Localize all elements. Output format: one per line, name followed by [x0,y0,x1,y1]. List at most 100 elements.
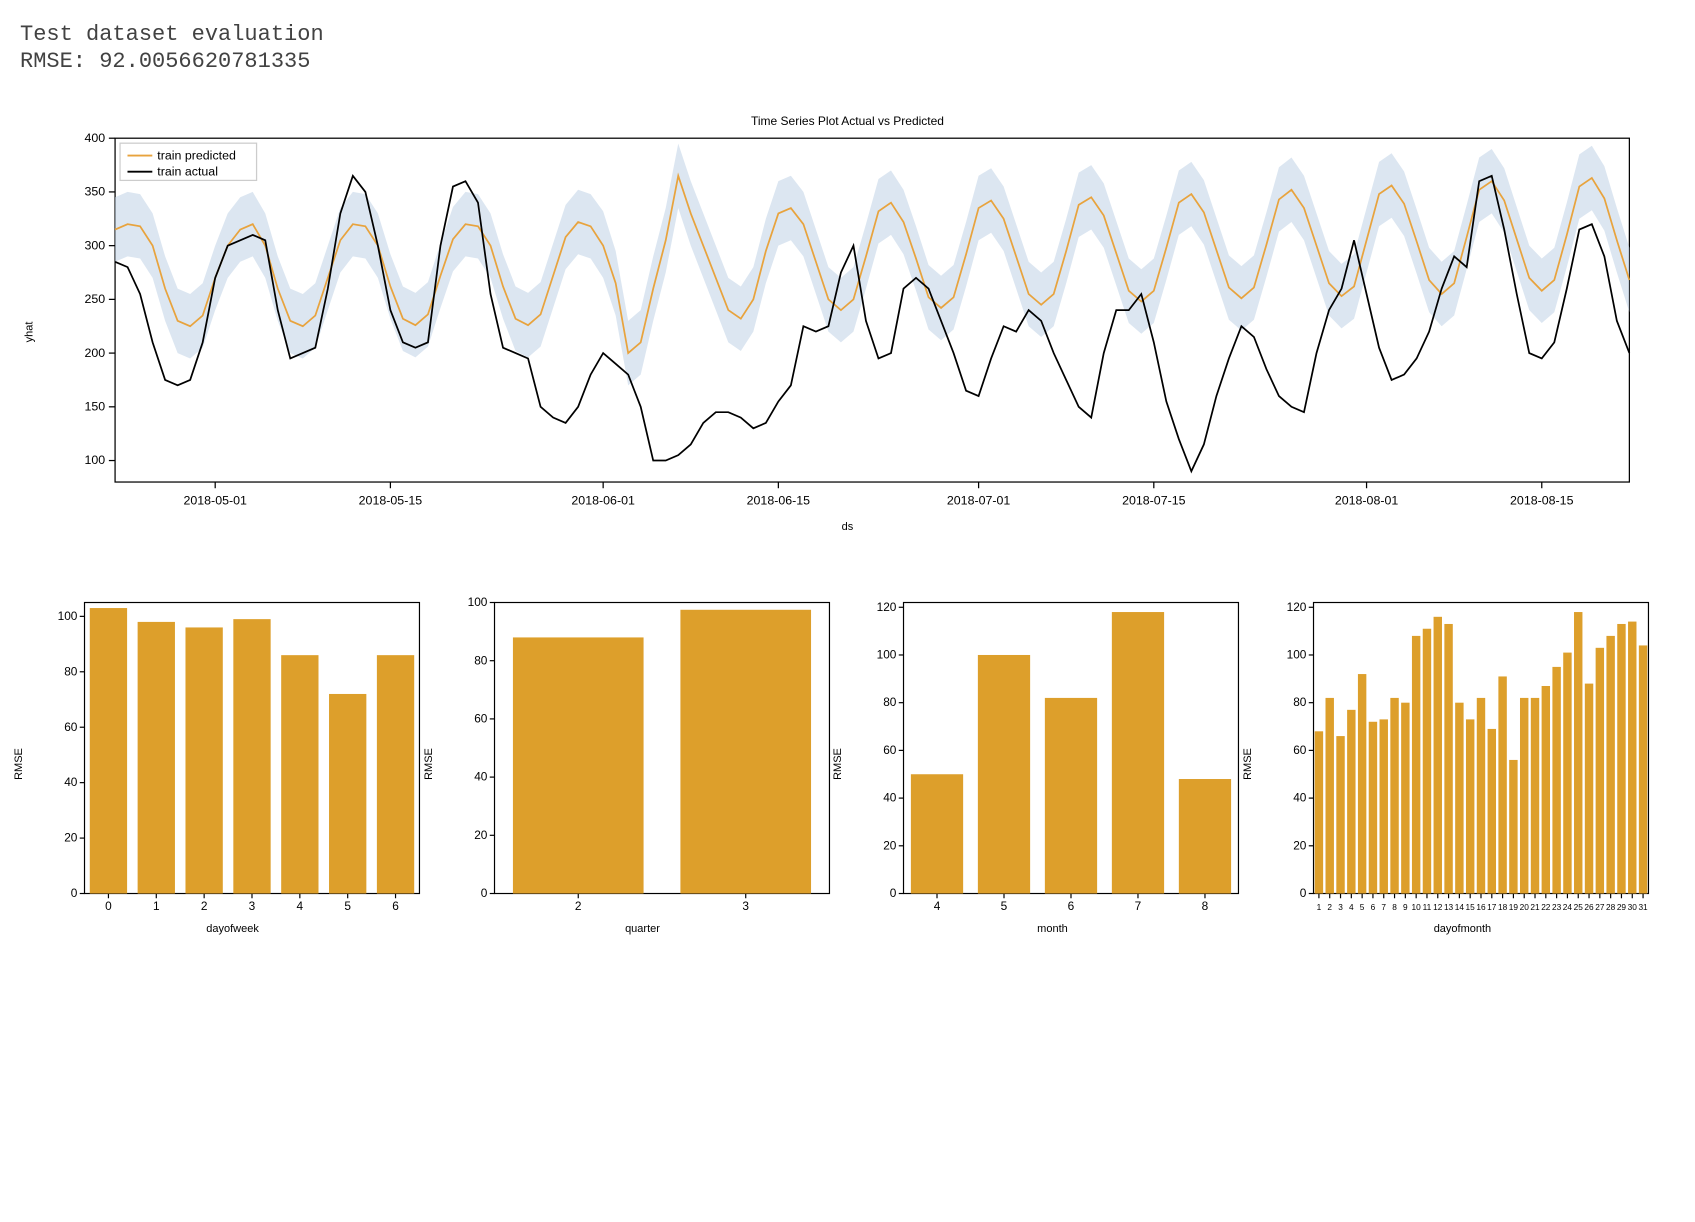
sub-chart-dayofweek: RMSE 0204060801000123456 dayofweek [37,593,429,936]
sub0-ylabel: RMSE [12,748,24,780]
svg-text:2018-07-15: 2018-07-15 [1122,493,1186,507]
main-chart-title: Time Series Plot Actual vs Predicted [751,114,944,128]
svg-text:0: 0 [1300,886,1307,900]
svg-text:5: 5 [1360,902,1365,912]
svg-text:3: 3 [1339,902,1344,912]
main-chart-box: yhat 1001502002503003504002018-05-012018… [53,132,1642,533]
svg-text:23: 23 [1552,902,1562,912]
svg-text:60: 60 [64,720,78,734]
sub1-xlabel: quarter [447,923,839,935]
svg-text:80: 80 [884,695,898,709]
svg-text:8: 8 [1202,899,1209,913]
svg-text:7: 7 [1135,899,1142,913]
svg-text:6: 6 [392,899,399,913]
main-xlabel: ds [53,521,1642,533]
svg-text:20: 20 [1294,838,1308,852]
svg-text:24: 24 [1563,902,1573,912]
svg-text:2018-08-01: 2018-08-01 [1335,493,1399,507]
svg-text:11: 11 [1423,902,1432,912]
svg-text:40: 40 [474,769,488,783]
svg-text:40: 40 [884,790,898,804]
svg-text:train predicted: train predicted [157,148,236,162]
main-chart-svg: 1001502002503003504002018-05-012018-05-1… [53,132,1642,517]
svg-text:2018-07-01: 2018-07-01 [947,493,1011,507]
svg-text:31: 31 [1639,902,1649,912]
svg-text:20: 20 [474,828,488,842]
svg-text:17: 17 [1488,902,1498,912]
svg-text:0: 0 [70,886,77,900]
svg-text:train actual: train actual [157,164,218,178]
svg-text:29: 29 [1617,902,1627,912]
svg-text:1: 1 [153,899,160,913]
sub3-xlabel: dayofmonth [1266,923,1658,935]
svg-text:100: 100 [1287,647,1307,661]
sub-chart-svg: 0204060801001201234567891011121314151617… [1266,593,1658,920]
svg-text:2: 2 [1328,902,1333,912]
svg-text:12: 12 [1434,902,1444,912]
svg-text:200: 200 [85,346,106,360]
sub1-ylabel: RMSE [422,748,434,780]
svg-text:27: 27 [1596,902,1606,912]
main-ylabel: yhat [23,322,35,343]
svg-text:2018-06-15: 2018-06-15 [747,493,811,507]
svg-text:100: 100 [467,595,487,609]
sub-chart-svg: 0204060801000123456 [37,593,429,920]
svg-text:4: 4 [1349,902,1354,912]
svg-text:100: 100 [877,647,897,661]
svg-text:250: 250 [85,292,106,306]
sub-chart-svg: 02040608010023 [447,593,839,920]
svg-text:13: 13 [1444,902,1454,912]
svg-text:2018-08-15: 2018-08-15 [1510,493,1574,507]
eval-header: Test dataset evaluation RMSE: 92.0056620… [20,22,1675,74]
sub2-ylabel: RMSE [832,748,844,780]
svg-text:3: 3 [248,899,255,913]
svg-text:0: 0 [890,886,897,900]
svg-text:100: 100 [85,453,106,467]
svg-text:26: 26 [1585,902,1595,912]
eval-title: Test dataset evaluation [20,22,1675,47]
svg-text:19: 19 [1509,902,1519,912]
svg-text:120: 120 [1287,600,1307,614]
svg-text:2018-06-01: 2018-06-01 [572,493,636,507]
svg-text:20: 20 [884,838,898,852]
svg-text:20: 20 [1520,902,1530,912]
svg-text:300: 300 [85,238,106,252]
svg-text:16: 16 [1477,902,1487,912]
sub-chart-dayofmonth: RMSE 02040608010012012345678910111213141… [1266,593,1658,936]
svg-text:120: 120 [877,600,897,614]
main-chart: Time Series Plot Actual vs Predicted yha… [53,114,1642,533]
svg-text:60: 60 [474,711,488,725]
svg-text:80: 80 [1294,695,1308,709]
sub0-xlabel: dayofweek [37,923,429,935]
svg-text:25: 25 [1574,902,1584,912]
svg-text:10: 10 [1412,902,1422,912]
svg-text:14: 14 [1455,902,1465,912]
svg-text:150: 150 [85,400,106,414]
svg-text:20: 20 [64,830,78,844]
svg-text:2: 2 [200,899,207,913]
svg-text:6: 6 [1068,899,1075,913]
svg-text:9: 9 [1403,902,1408,912]
svg-text:60: 60 [1294,743,1308,757]
svg-text:100: 100 [57,609,77,623]
svg-text:80: 80 [64,664,78,678]
svg-text:2018-05-01: 2018-05-01 [184,493,248,507]
svg-text:350: 350 [85,185,106,199]
svg-text:80: 80 [474,653,488,667]
svg-text:18: 18 [1498,902,1508,912]
svg-text:4: 4 [934,899,941,913]
svg-text:15: 15 [1466,902,1476,912]
svg-text:22: 22 [1542,902,1552,912]
sub2-xlabel: month [856,923,1248,935]
svg-text:30: 30 [1628,902,1638,912]
svg-text:5: 5 [1001,899,1008,913]
svg-text:8: 8 [1393,902,1398,912]
svg-text:28: 28 [1606,902,1616,912]
svg-text:0: 0 [105,899,112,913]
svg-text:40: 40 [1294,790,1308,804]
sub-charts-row: RMSE 0204060801000123456 dayofweek RMSE … [37,593,1659,936]
svg-text:5: 5 [344,899,351,913]
svg-text:0: 0 [480,886,487,900]
svg-text:1: 1 [1317,902,1322,912]
sub-chart-svg: 02040608010012045678 [856,593,1248,920]
